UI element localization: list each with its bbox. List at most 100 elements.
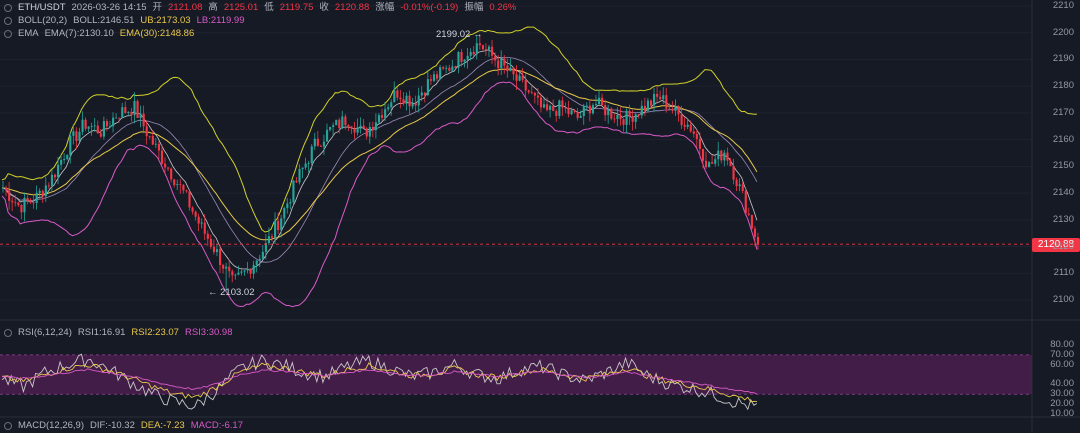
candle-body — [408, 95, 411, 107]
eye-icon[interactable] — [4, 4, 12, 12]
candle-body — [436, 74, 439, 79]
candle-body — [29, 201, 32, 203]
candle-body — [692, 131, 695, 134]
symbol-label: ETH/USDT — [18, 2, 66, 13]
candle-body — [96, 125, 99, 134]
candle-body — [167, 167, 170, 169]
candle-body — [325, 129, 329, 142]
candle-body — [57, 164, 60, 178]
candle-body — [585, 105, 588, 107]
candle-body — [289, 202, 292, 204]
candle-body — [475, 43, 478, 55]
eye-icon[interactable] — [4, 30, 12, 38]
price-tick-label: 2110 — [1053, 267, 1074, 279]
candle-body — [539, 97, 543, 108]
candle-body — [555, 111, 558, 116]
candle-body — [649, 100, 653, 106]
candle-body — [607, 108, 610, 116]
candle-body — [11, 200, 14, 203]
candle-body — [115, 117, 118, 119]
candle-body — [41, 190, 44, 197]
candle-body — [604, 105, 607, 116]
boll-mid-value: BOLL:2146.51 — [73, 15, 135, 26]
low-value: 2119.75 — [279, 2, 314, 13]
candle-body — [497, 60, 500, 69]
change-label: 涨幅 — [375, 2, 395, 13]
price-legend: ETH/USDT 2026-03-26 14:15 开 2121.08 高 2125… — [4, 2, 516, 14]
candle-body — [616, 114, 619, 120]
high-value: 2125.01 — [223, 2, 259, 13]
candle-body — [374, 122, 378, 131]
candle-body — [500, 58, 503, 69]
candle-body — [240, 271, 243, 273]
candle-body — [698, 139, 702, 149]
candle-body — [139, 113, 142, 118]
candle-body — [151, 136, 154, 145]
candle-body — [726, 152, 729, 161]
candle-body — [338, 119, 341, 129]
rsi-tick-label: 80.00 — [1050, 339, 1074, 350]
eye-icon[interactable] — [4, 329, 12, 337]
price-tick-label: 2190 — [1052, 53, 1074, 65]
change-value: -0.01%(-0.19) — [400, 2, 459, 13]
candle-body — [17, 202, 20, 206]
dea-value: DEA:-7.23 — [140, 420, 185, 431]
candle-body — [494, 55, 497, 61]
candle-body — [750, 214, 753, 229]
candle-body — [711, 162, 714, 164]
eye-icon[interactable] — [4, 422, 12, 430]
candle-body — [634, 114, 637, 122]
candle-body — [478, 43, 481, 46]
candle-body — [420, 92, 423, 96]
candle-body — [252, 264, 255, 274]
candle-body — [228, 266, 231, 272]
candle-body — [381, 115, 384, 118]
rsi3-value: RSI3:30.98 — [184, 327, 233, 338]
low-price-marker: ← 2103.02 — [208, 287, 255, 298]
candle-body — [451, 66, 454, 71]
rsi-series-1 — [1, 353, 758, 411]
candle-body — [108, 126, 112, 128]
candle-body — [280, 218, 283, 231]
candle-body — [717, 150, 720, 160]
candle-body — [209, 238, 212, 247]
candle-body — [319, 145, 323, 147]
candle-body — [530, 92, 533, 94]
candle-body — [695, 133, 698, 140]
candle-body — [219, 249, 222, 265]
rsi-legend: RSI(6,12,24) RSI1:16.91 RSI2:23.07 RSI3:… — [4, 327, 233, 339]
candle-body — [356, 127, 359, 133]
candle-body — [359, 125, 362, 128]
boll-lower-line — [1, 81, 758, 308]
boll-ub-value: UB:2173.03 — [140, 15, 191, 26]
candle-body — [307, 163, 310, 164]
candle-body — [591, 105, 595, 114]
rsi-tick-label: 30.00 — [1050, 388, 1074, 400]
candle-body — [503, 58, 506, 66]
rsi-tick-label: 60.00 — [1050, 358, 1074, 370]
candle-body — [512, 67, 515, 75]
candle-body — [689, 124, 692, 132]
rsi-tick-label: 70.00 — [1050, 348, 1074, 360]
candle-body — [390, 102, 393, 108]
eye-icon[interactable] — [4, 17, 12, 25]
candle-body — [350, 126, 353, 129]
candle-body — [304, 163, 307, 168]
amplitude-value: 0.26% — [489, 2, 517, 13]
candle-body — [466, 55, 469, 60]
candle-body — [191, 207, 194, 212]
candle-body — [344, 116, 347, 126]
candle-body — [399, 97, 402, 100]
candle-body — [8, 190, 11, 201]
candle-body — [20, 205, 23, 213]
amplitude-label: 振幅 — [464, 2, 484, 13]
candle-body — [377, 115, 381, 123]
candle-body — [527, 90, 530, 93]
candle-body — [674, 106, 677, 111]
candle-body — [182, 184, 185, 191]
ema-legend: EMA EMA(7):2130.10 EMA(30):2148.86 — [4, 28, 194, 40]
candle-body — [170, 168, 173, 180]
candle-body — [429, 79, 433, 81]
candle-body — [44, 185, 47, 197]
